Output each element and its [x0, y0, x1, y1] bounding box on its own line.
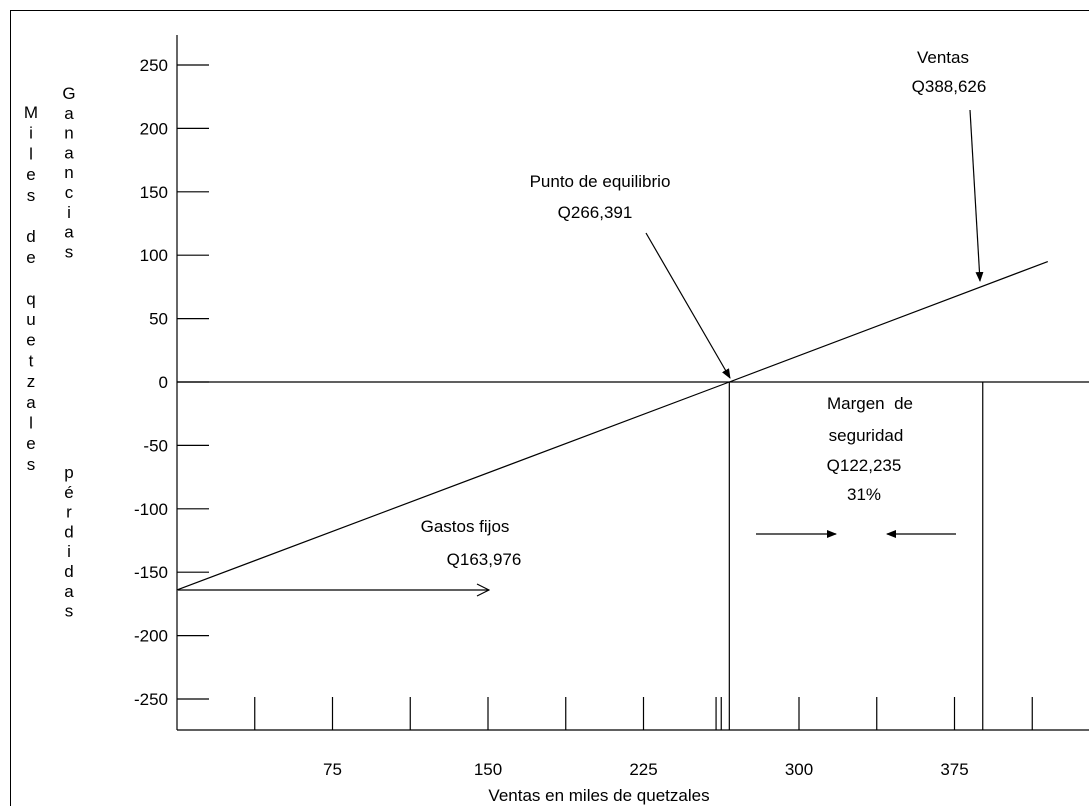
y-tick-label: 100: [140, 246, 168, 265]
breakeven-arrow: [645, 232, 731, 379]
x-tick-group: 75 150 225 300 375: [254, 697, 1033, 779]
y-tick-label: -100: [134, 500, 168, 519]
margin-label-4: 31%: [847, 485, 881, 504]
breakeven-label-2: Q266,391: [558, 203, 633, 222]
vertical-letter: s: [27, 186, 36, 205]
fixed-costs-label-2: Q163,976: [447, 550, 522, 569]
x-tick-label: 375: [940, 760, 968, 779]
vertical-letter: i: [29, 124, 33, 143]
y-tick-label: 50: [149, 310, 168, 329]
y-tick-group: 250 200 150 100 50 0 -50 -100 -150 -200 -250: [134, 56, 209, 709]
y-tick-label: -200: [134, 627, 168, 646]
series-group: [176, 260, 1049, 591]
vertical-letter: e: [26, 434, 35, 453]
y-tick-label: -150: [134, 563, 168, 582]
vertical-letter: a: [64, 582, 74, 601]
vertical-letter: a: [26, 393, 36, 412]
vertical-letter: e: [26, 331, 35, 350]
vertical-letter: G: [62, 84, 75, 103]
vertical-letter: q: [26, 289, 35, 308]
vertical-letter: d: [64, 522, 73, 541]
vertical-letter: s: [65, 242, 74, 261]
x-tick-label: 75: [323, 760, 342, 779]
marker-group: [728, 382, 984, 730]
y-tick-label: 250: [140, 56, 168, 75]
vertical-letter: a: [64, 143, 74, 162]
breakeven-label-1: Punto de equilibrio: [530, 172, 671, 191]
sales-arrow: [969, 109, 984, 282]
vertical-letter: M: [24, 103, 38, 122]
vertical-letter: a: [64, 104, 74, 123]
vertical-letter: n: [64, 163, 73, 182]
margin-label-1: Margen de: [827, 394, 913, 413]
sales-label-1: Ventas: [917, 48, 969, 67]
vertical-letter: d: [26, 227, 35, 246]
vertical-letter: n: [64, 124, 73, 143]
vertical-letter: i: [67, 203, 71, 222]
y-tick-label: 200: [140, 119, 168, 138]
vertical-letter: l: [29, 144, 33, 163]
vertical-letter: u: [26, 310, 35, 329]
vertical-letter: i: [67, 542, 71, 561]
vertical-letter: é: [64, 483, 73, 502]
vertical-letter: p: [64, 463, 73, 482]
margin-label-2: seguridad: [829, 426, 904, 445]
y-tick-label: 150: [140, 183, 168, 202]
x-tick-label: 225: [629, 760, 657, 779]
vertical-letter: z: [27, 372, 36, 391]
vertical-letter: t: [29, 351, 34, 370]
vertical-letter: s: [65, 602, 74, 621]
vertical-letter: e: [26, 248, 35, 267]
margin-label-3: Q122,235: [827, 456, 902, 475]
vertical-letter: c: [65, 183, 74, 202]
x-tick-label: 150: [474, 760, 502, 779]
chart-frame: [10, 10, 1089, 806]
vertical-letter: r: [66, 503, 72, 522]
profit-line: [176, 260, 1049, 591]
vertical-letter: l: [29, 414, 33, 433]
vertical-letter: s: [27, 455, 36, 474]
vertical-letter: d: [64, 562, 73, 581]
y-tick-label: -250: [134, 690, 168, 709]
vertical-letter: a: [64, 223, 74, 242]
x-tick-label: 300: [785, 760, 813, 779]
y-tick-label: 0: [159, 373, 168, 392]
fixed-costs-label-1: Gastos fijos: [421, 517, 510, 536]
x-axis-title: Ventas en miles de quetzales: [488, 786, 709, 805]
y-tick-label: -50: [143, 436, 168, 455]
vertical-letter: e: [26, 165, 35, 184]
sales-label-2: Q388,626: [912, 77, 987, 96]
